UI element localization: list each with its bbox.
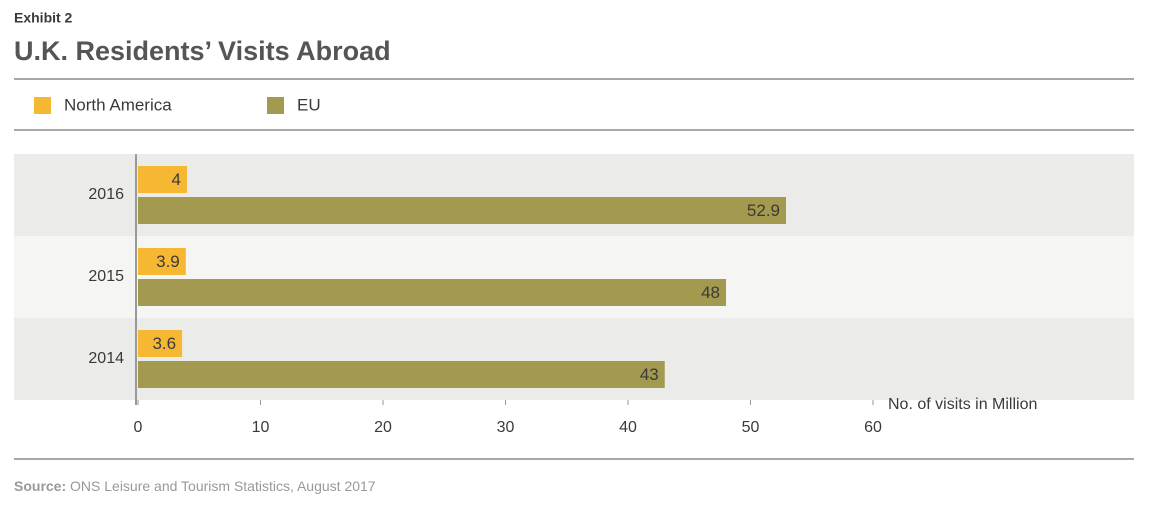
bar bbox=[138, 197, 787, 224]
y-tick-label: 2014 bbox=[88, 350, 124, 367]
bar bbox=[138, 279, 726, 306]
value-label: 3.6 bbox=[152, 334, 176, 353]
x-tick-label: 60 bbox=[864, 419, 882, 436]
x-axis-label: No. of visits in Million bbox=[888, 396, 1037, 413]
x-tick-label: 40 bbox=[619, 419, 637, 436]
source: Source: ONS Leisure and Tourism Statisti… bbox=[14, 478, 376, 494]
chart-title: U.K. Residents’ Visits Abroad bbox=[14, 36, 391, 66]
value-label: 3.9 bbox=[156, 252, 180, 271]
value-label: 52.9 bbox=[747, 201, 780, 220]
x-tick-label: 30 bbox=[497, 419, 515, 436]
bar bbox=[138, 166, 187, 193]
kicker: Exhibit 2 bbox=[14, 10, 73, 26]
legend-label: North America bbox=[64, 95, 172, 114]
bar bbox=[138, 361, 665, 388]
source-label: Source: bbox=[14, 478, 66, 494]
source-text: ONS Leisure and Tourism Statistics, Augu… bbox=[70, 478, 376, 494]
x-tick-label: 0 bbox=[134, 419, 143, 436]
x-tick-label: 50 bbox=[742, 419, 760, 436]
x-tick-label: 20 bbox=[374, 419, 392, 436]
y-tick-label: 2015 bbox=[88, 268, 124, 285]
value-label: 4 bbox=[172, 170, 181, 189]
value-label: 43 bbox=[640, 365, 659, 384]
bar bbox=[138, 248, 186, 275]
value-label: 48 bbox=[701, 283, 720, 302]
bar bbox=[138, 330, 183, 357]
legend-swatch bbox=[34, 97, 51, 114]
legend-swatch bbox=[267, 97, 284, 114]
x-tick-label: 10 bbox=[252, 419, 270, 436]
legend-label: EU bbox=[297, 95, 321, 114]
y-tick-label: 2016 bbox=[88, 186, 124, 203]
